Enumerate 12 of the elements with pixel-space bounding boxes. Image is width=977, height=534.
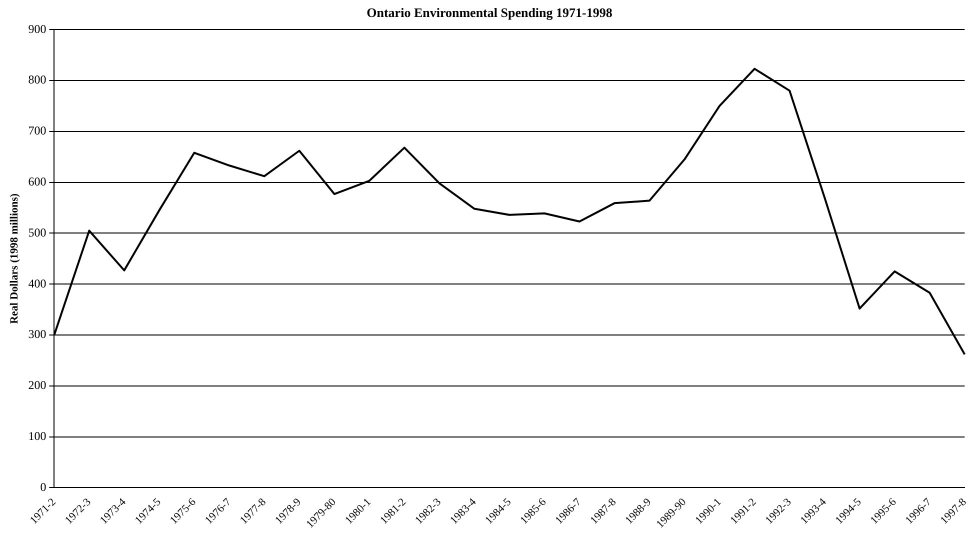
y-tick-label: 700	[28, 124, 46, 138]
y-tick-label: 400	[28, 276, 46, 290]
y-axis-title: Real Dollars (1998 millions)	[8, 193, 20, 324]
y-tick-label: 600	[28, 174, 46, 188]
y-tick-label: 0	[40, 480, 46, 494]
y-tick-label: 900	[28, 22, 46, 36]
y-tick-label: 100	[28, 428, 46, 443]
y-tick-label: 300	[28, 327, 46, 342]
y-tick-label: 800	[28, 72, 46, 87]
chart-title: Ontario Environmental Spending 1971-1998	[366, 5, 613, 20]
y-tick-label: 200	[28, 378, 46, 392]
y-tick-label: 500	[28, 225, 46, 240]
